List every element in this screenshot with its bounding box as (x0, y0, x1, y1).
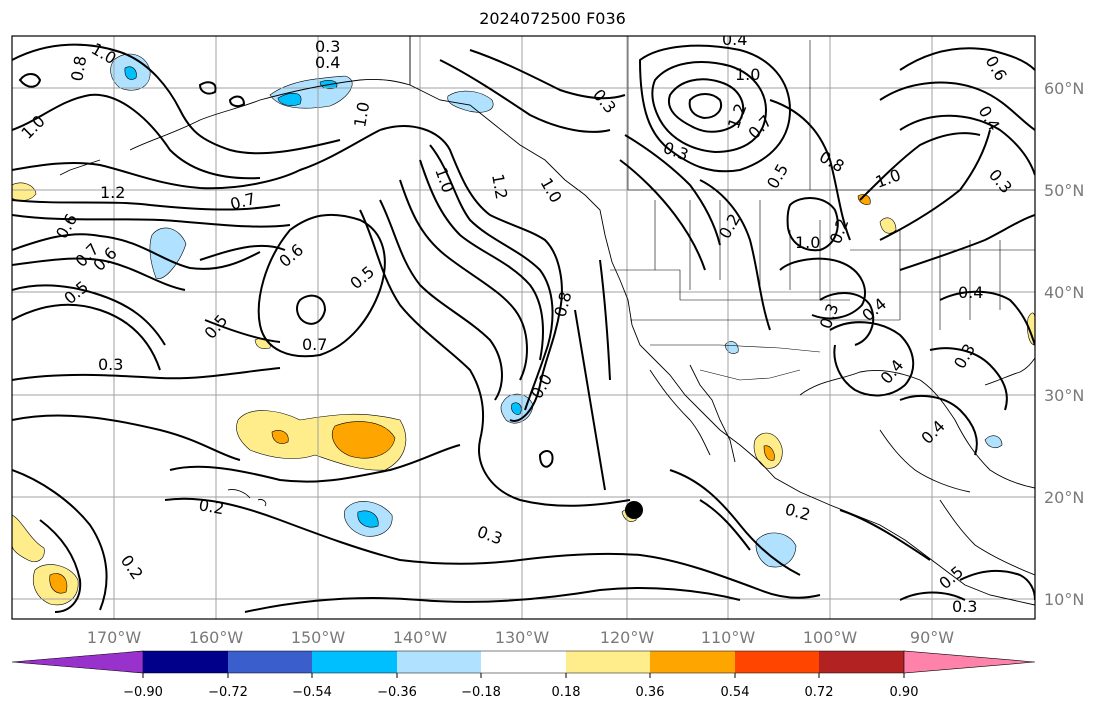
shade-positive (879, 217, 897, 234)
colorbar-segment (312, 651, 397, 673)
contour-label: 1.0 (350, 100, 373, 128)
contour-label: 1.2 (100, 183, 125, 202)
colorbar-tick-label: 0.18 (552, 685, 581, 700)
low-center-dot (625, 501, 643, 519)
lat-label: 30°N (1044, 386, 1084, 405)
colorbar-tick-label: 0.54 (721, 685, 750, 700)
colorbar-segment (566, 651, 650, 673)
colorbar-tick-label: 0.90 (890, 685, 919, 700)
shade-negative (124, 66, 137, 80)
colorbar-tick-label: −0.54 (292, 685, 332, 700)
lat-label: 10°N (1044, 590, 1084, 609)
shade-positive (857, 194, 871, 205)
contour-label: 0.3 (952, 597, 977, 616)
lon-label: 160°W (189, 628, 244, 647)
colorbar-tick-label: −0.18 (461, 685, 501, 700)
contour-label: 0.7 (302, 335, 327, 354)
shade-positive (331, 421, 396, 459)
colorbar-segment (143, 651, 228, 673)
lon-label: 120°W (600, 628, 655, 647)
shaded-anomalies (12, 53, 1035, 606)
lat-axis-labels: 60°N 50°N 40°N 30°N 20°N 10°N (1044, 79, 1084, 609)
shade-negative (447, 90, 494, 113)
map-frame (11, 35, 1036, 620)
colorbar: −0.90 −0.72 −0.54 −0.36 −0.18 0.18 0.36 … (11, 650, 1036, 700)
shade-negative (357, 510, 379, 528)
colorbar-segment (650, 651, 735, 673)
lat-label: 60°N (1044, 79, 1084, 98)
lon-label: 170°W (87, 628, 142, 647)
colorbar-segment (735, 651, 819, 673)
shade-negative (277, 92, 302, 106)
colorbar-tick-label: −0.90 (123, 685, 163, 700)
colorbar-segment (819, 651, 904, 673)
colorbar-tick-label: −0.72 (208, 685, 248, 700)
contour-label: 0.2 (197, 495, 225, 518)
lat-label: 50°N (1044, 181, 1084, 200)
shade-negative (511, 402, 522, 415)
lon-label: 130°W (495, 628, 550, 647)
contour-label: 0.4 (722, 30, 747, 49)
contour-label: 1.2 (488, 172, 511, 200)
lon-label: 90°W (910, 628, 954, 647)
lon-label: 150°W (291, 628, 346, 647)
colorbar-tick-label: 0.72 (805, 685, 834, 700)
map-title: 2024072500 F036 (479, 9, 626, 28)
colorbar-tick-label: 0.36 (636, 685, 665, 700)
contour-label: 1.0 (795, 233, 820, 252)
shade-negative (984, 435, 1003, 449)
state-borders (610, 36, 1035, 381)
contour-lines (12, 43, 1035, 613)
contour-label: 0.3 (98, 355, 123, 374)
shade-positive (271, 430, 289, 444)
lat-label: 40°N (1044, 283, 1084, 302)
lon-label: 110°W (701, 628, 756, 647)
shade-positive (763, 445, 775, 461)
lon-axis-labels: 170°W 160°W 150°W 140°W 130°W 120°W 110°… (87, 628, 954, 647)
shade-negative (149, 227, 187, 279)
lat-label: 20°N (1044, 488, 1084, 507)
contour-label: 0.4 (315, 53, 340, 72)
coastlines (59, 36, 1035, 606)
contour-label: 0.4 (958, 283, 983, 302)
colorbar-low-arrow (11, 650, 144, 674)
shade-negative (755, 532, 797, 568)
shade-positive (49, 573, 68, 594)
lon-label: 140°W (393, 628, 448, 647)
colorbar-tick-label: −0.36 (377, 685, 417, 700)
contour-label: 0.3 (315, 37, 340, 56)
colorbar-segment (481, 651, 566, 673)
colorbar-segment (397, 651, 481, 673)
lon-label: 100°W (803, 628, 858, 647)
colorbar-high-arrow (903, 650, 1036, 674)
contour-label: 1.0 (735, 65, 760, 84)
colorbar-segment (228, 651, 312, 673)
contour-label: 0.8 (67, 54, 90, 82)
shade-positive (12, 514, 45, 562)
